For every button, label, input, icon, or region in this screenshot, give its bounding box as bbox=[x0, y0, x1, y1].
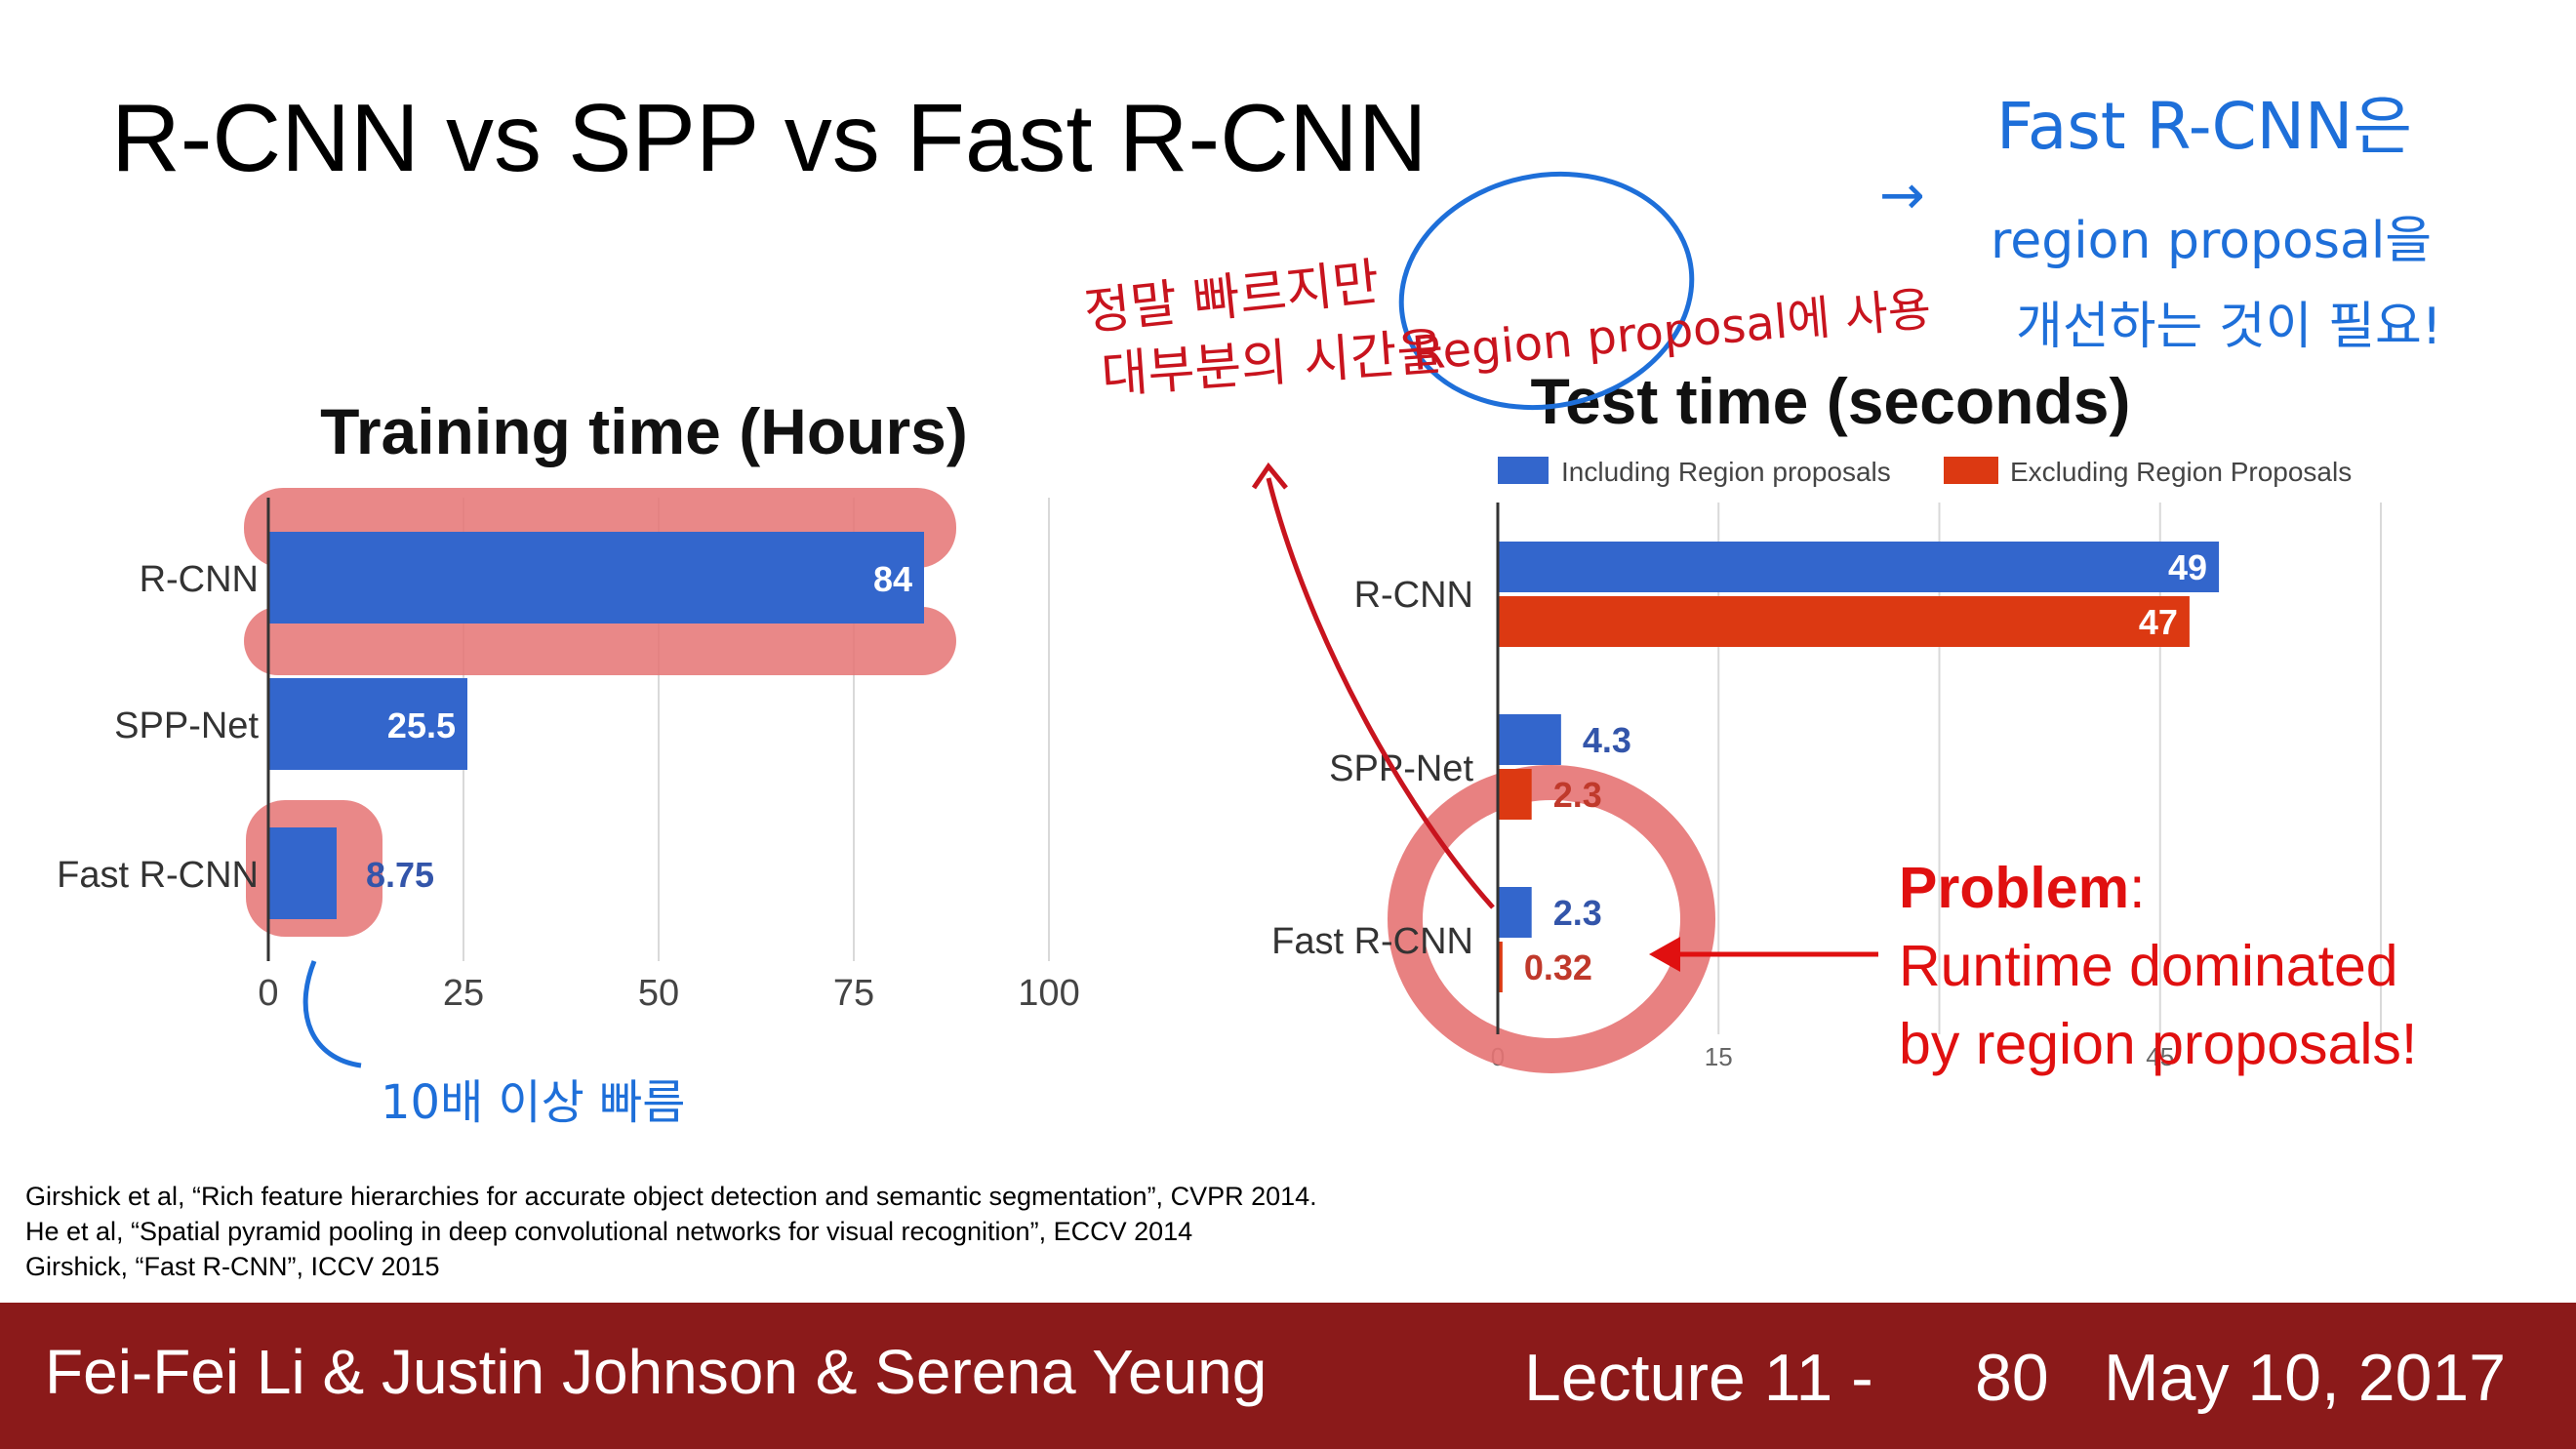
value-label-spp-net-excluding-region-proposals: 2.3 bbox=[1553, 775, 1602, 815]
bar-r-cnn-including-region-proposals bbox=[1498, 542, 2220, 592]
x-tick-50: 50 bbox=[638, 973, 679, 1014]
slide-title: R-CNN vs SPP vs Fast R-CNN bbox=[111, 84, 1428, 191]
value-label-fast-r-cnn: 8.75 bbox=[366, 855, 434, 895]
x-tick-test-45: 45 bbox=[2146, 1042, 2174, 1071]
category-label-r-cnn: R-CNN bbox=[140, 559, 259, 600]
annotation-fast-rcnn-note: Fast R-CNN은 bbox=[1996, 89, 2413, 164]
annotation-improve-needed: 개선하는 것이 필요! bbox=[2016, 298, 2442, 356]
bar-fast-r-cnn-excluding-region-proposals bbox=[1498, 942, 1503, 992]
x-tick-test-15: 15 bbox=[1705, 1042, 1733, 1071]
highlight-rcnn-bottom bbox=[244, 607, 956, 675]
problem-arrowhead bbox=[1649, 937, 1680, 972]
x-tick-75: 75 bbox=[833, 973, 874, 1014]
legend-swatch-excluding bbox=[1944, 457, 1998, 484]
test-category-label-r-cnn: R-CNN bbox=[1354, 575, 1473, 616]
reference-1: Girshick et al, “Rich feature hierarchie… bbox=[25, 1182, 1317, 1211]
x-tick-100: 100 bbox=[1018, 973, 1079, 1014]
annotation-blue-circle bbox=[1398, 171, 1695, 411]
x-tick-25: 25 bbox=[443, 973, 484, 1014]
test-chart-title: Test time (seconds) bbox=[1531, 365, 2131, 437]
bar-fast-r-cnn bbox=[268, 827, 337, 919]
references: Girshick et al, “Rich feature hierarchie… bbox=[25, 1179, 1317, 1284]
footer-date: May 10, 2017 bbox=[2104, 1341, 2507, 1415]
bar-spp-net bbox=[268, 678, 467, 770]
training-chart-title: Training time (Hours) bbox=[320, 395, 968, 467]
category-label-spp-net: SPP-Net bbox=[114, 705, 259, 746]
legend-label-excluding: Excluding Region Proposals bbox=[2010, 457, 2352, 487]
training-time-chart: Training time (Hours) 0 25 50 75 100 R-CNN 84 SP… bbox=[57, 395, 1080, 1068]
problem-colon: : bbox=[2129, 856, 2146, 920]
annotation-arrow-line bbox=[302, 960, 362, 1068]
footer-lecture: Lecture 11 - bbox=[1524, 1341, 1873, 1415]
value-label-r-cnn-excluding-region-proposals: 47 bbox=[2139, 602, 2178, 642]
value-label-r-cnn-including-region-proposals: 49 bbox=[2168, 547, 2207, 587]
bar-r-cnn-excluding-region-proposals bbox=[1498, 596, 2190, 647]
bar-r-cnn bbox=[268, 532, 924, 624]
annotation-red-arrowhead bbox=[1251, 462, 1288, 490]
problem-line-2: by region proposals! bbox=[1899, 1012, 2418, 1076]
problem-line-1: Runtime dominated bbox=[1899, 934, 2398, 998]
annotation-arrow-icon: → bbox=[1879, 164, 1925, 227]
bar-spp-net-excluding-region-proposals bbox=[1498, 769, 1532, 820]
reference-3: Girshick, “Fast R-CNN”, ICCV 2015 bbox=[25, 1252, 440, 1281]
highlight-circle-fast-rcnn bbox=[1388, 765, 1715, 1073]
slide-footer: Fei-Fei Li & Justin Johnson & Serena Yeu… bbox=[0, 1303, 2576, 1449]
reference-2: He et al, “Spatial pyramid pooling in de… bbox=[25, 1217, 1193, 1246]
value-label-fast-r-cnn-including-region-proposals: 2.3 bbox=[1553, 893, 1602, 933]
test-category-label-fast-r-cnn: Fast R-CNN bbox=[1271, 921, 1473, 962]
test-time-chart: Test time (seconds) Including Region prop… bbox=[1251, 171, 2382, 1073]
value-label-spp-net: 25.5 bbox=[387, 705, 456, 745]
x-tick-0: 0 bbox=[258, 973, 278, 1014]
annotation-10x-faster: 10배 이상 빠름 bbox=[381, 1075, 686, 1130]
value-label-fast-r-cnn-excluding-region-proposals: 0.32 bbox=[1524, 947, 1592, 987]
bar-fast-r-cnn-including-region-proposals bbox=[1498, 887, 1532, 938]
annotation-red-curve bbox=[1266, 477, 1495, 909]
footer-page-number: 80 bbox=[1975, 1341, 2049, 1415]
legend-label-including: Including Region proposals bbox=[1561, 457, 1891, 487]
footer-authors: Fei-Fei Li & Justin Johnson & Serena Yeu… bbox=[45, 1337, 1268, 1407]
value-label-spp-net-including-region-proposals: 4.3 bbox=[1583, 720, 1631, 760]
annotation-region-proposal-note: region proposal을 bbox=[1991, 212, 2433, 270]
problem-label: Problem bbox=[1899, 856, 2130, 920]
bar-spp-net-including-region-proposals bbox=[1498, 714, 1561, 765]
value-label-r-cnn: 84 bbox=[873, 559, 912, 599]
category-label-fast-r-cnn: Fast R-CNN bbox=[57, 855, 259, 896]
problem-callout: Problem: Runtime dominated by region pro… bbox=[1899, 849, 2417, 1083]
legend-swatch-including bbox=[1498, 457, 1549, 484]
